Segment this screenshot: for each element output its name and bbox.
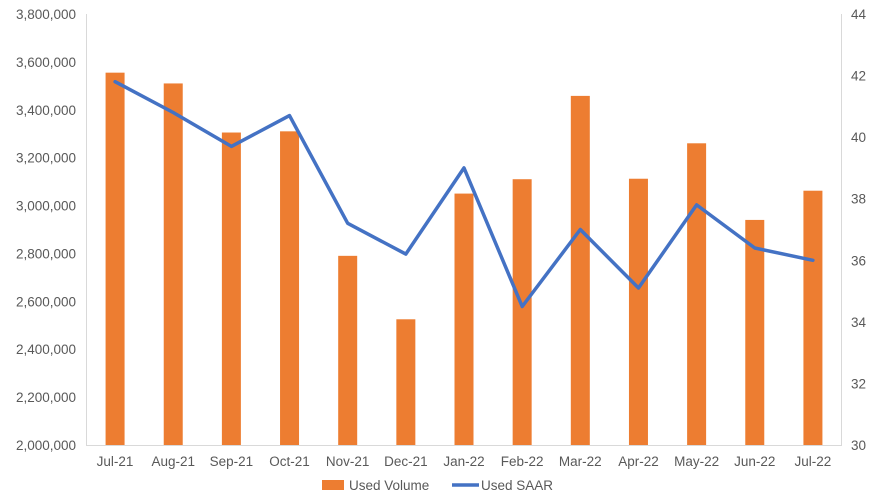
left-tick-label: 2,400,000 [16, 342, 76, 357]
x-tick-label: Jun-22 [734, 454, 775, 469]
left-tick-label: 3,800,000 [16, 7, 76, 22]
x-tick-label: Dec-21 [384, 454, 428, 469]
used-volume-bar [221, 132, 241, 445]
right-tick-label: 36 [851, 253, 866, 268]
used-volume-bar [687, 143, 707, 446]
right-tick-label: 40 [851, 130, 866, 145]
x-tick-label: Sep-21 [210, 454, 254, 469]
used-volume-bar [745, 219, 765, 445]
left-tick-label: 3,000,000 [16, 199, 76, 214]
used-volume-bar [512, 179, 532, 445]
right-axis-ticks: 30 32 34 36 38 40 42 44 [851, 7, 867, 453]
x-tick-label: Aug-21 [151, 454, 195, 469]
used-volume-bar [628, 178, 648, 445]
used-saar-line [113, 79, 815, 309]
x-tick-label: Apr-22 [618, 454, 659, 469]
used-volume-bar [105, 72, 125, 446]
left-tick-label: 2,800,000 [16, 246, 76, 261]
used-volume-bars [105, 72, 823, 446]
left-tick-label: 2,200,000 [16, 390, 76, 405]
x-axis-ticks: Jul-21 Aug-21 Sep-21 Oct-21 Nov-21 Dec-21 Jan-… [97, 454, 832, 469]
left-tick-label: 2,000,000 [16, 438, 76, 453]
legend-label-used-saar: Used SAAR [481, 478, 553, 493]
x-tick-label: Jul-21 [97, 454, 134, 469]
left-tick-label: 3,600,000 [16, 55, 76, 70]
legend: Used Volume Used SAAR [322, 478, 553, 493]
x-tick-label: Jul-22 [795, 454, 832, 469]
legend-swatch-used-volume [322, 480, 344, 490]
used-volume-bar [163, 83, 183, 445]
x-tick-label: Nov-21 [326, 454, 370, 469]
right-tick-label: 42 [851, 69, 866, 84]
x-tick-label: Oct-21 [269, 454, 310, 469]
right-tick-label: 44 [851, 7, 867, 22]
used-volume-bar [280, 131, 300, 446]
x-tick-label: Mar-22 [559, 454, 602, 469]
used-saar-line-layer [113, 79, 815, 309]
left-tick-label: 3,400,000 [16, 103, 76, 118]
used-volume-bar [570, 95, 590, 445]
right-tick-label: 32 [851, 376, 866, 391]
used-volume-bar [396, 319, 416, 445]
right-tick-label: 34 [851, 315, 867, 330]
left-tick-label: 3,200,000 [16, 151, 76, 166]
used-volume-bar [454, 193, 474, 445]
right-tick-label: 30 [851, 438, 866, 453]
legend-label-used-volume: Used Volume [349, 478, 429, 493]
used-volume-bar [803, 190, 823, 445]
right-tick-label: 38 [851, 192, 866, 207]
used-volume-bar [338, 255, 358, 445]
x-tick-label: May-22 [674, 454, 719, 469]
left-tick-label: 2,600,000 [16, 294, 76, 309]
x-tick-label: Feb-22 [501, 454, 544, 469]
x-tick-label: Jan-22 [443, 454, 484, 469]
left-axis-ticks: 2,000,000 2,200,000 2,400,000 2,600,000 2,80… [16, 7, 76, 453]
